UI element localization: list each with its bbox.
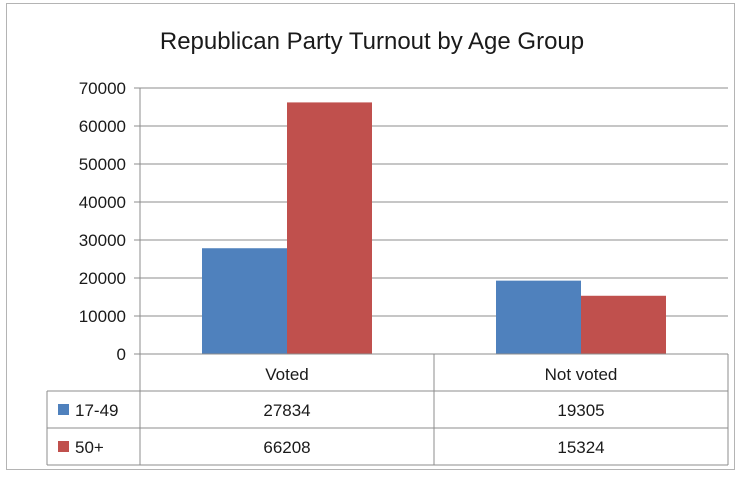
chart-title: Republican Party Turnout by Age Group: [159, 28, 585, 55]
y-tick-label: 70000: [79, 79, 126, 98]
y-tick-label: 20000: [79, 269, 126, 288]
category-label: Not voted: [545, 365, 618, 384]
legend-swatch: [58, 404, 69, 415]
y-tick-label: 0: [117, 345, 126, 364]
y-tick-label: 50000: [79, 155, 126, 174]
data-table-value: 19305: [557, 401, 604, 420]
y-tick-label: 10000: [79, 307, 126, 326]
data-table: Voted Not voted 17-49 27834 19305 50+ 66208 153…: [46, 353, 729, 466]
legend-label: 50+: [75, 438, 104, 457]
y-tick-label: 30000: [79, 231, 126, 250]
data-table-value: 27834: [263, 401, 310, 420]
data-table-value: 66208: [263, 438, 310, 457]
bar-17-49-not-voted: [496, 280, 581, 354]
bar-17-49-voted: [202, 248, 287, 354]
bar-50+-voted: [287, 102, 372, 354]
y-axis-ticks: 0 10000 20000 30000 40000 50000 60000 70000: [79, 79, 140, 364]
category-label: Voted: [265, 365, 309, 384]
bar-50+-not-voted: [581, 295, 666, 354]
bars: [202, 102, 666, 354]
y-tick-label: 60000: [79, 117, 126, 136]
legend-label: 17-49: [75, 401, 118, 420]
y-tick-label: 40000: [79, 193, 126, 212]
data-table-value: 15324: [557, 438, 604, 457]
legend-swatch: [58, 441, 69, 452]
